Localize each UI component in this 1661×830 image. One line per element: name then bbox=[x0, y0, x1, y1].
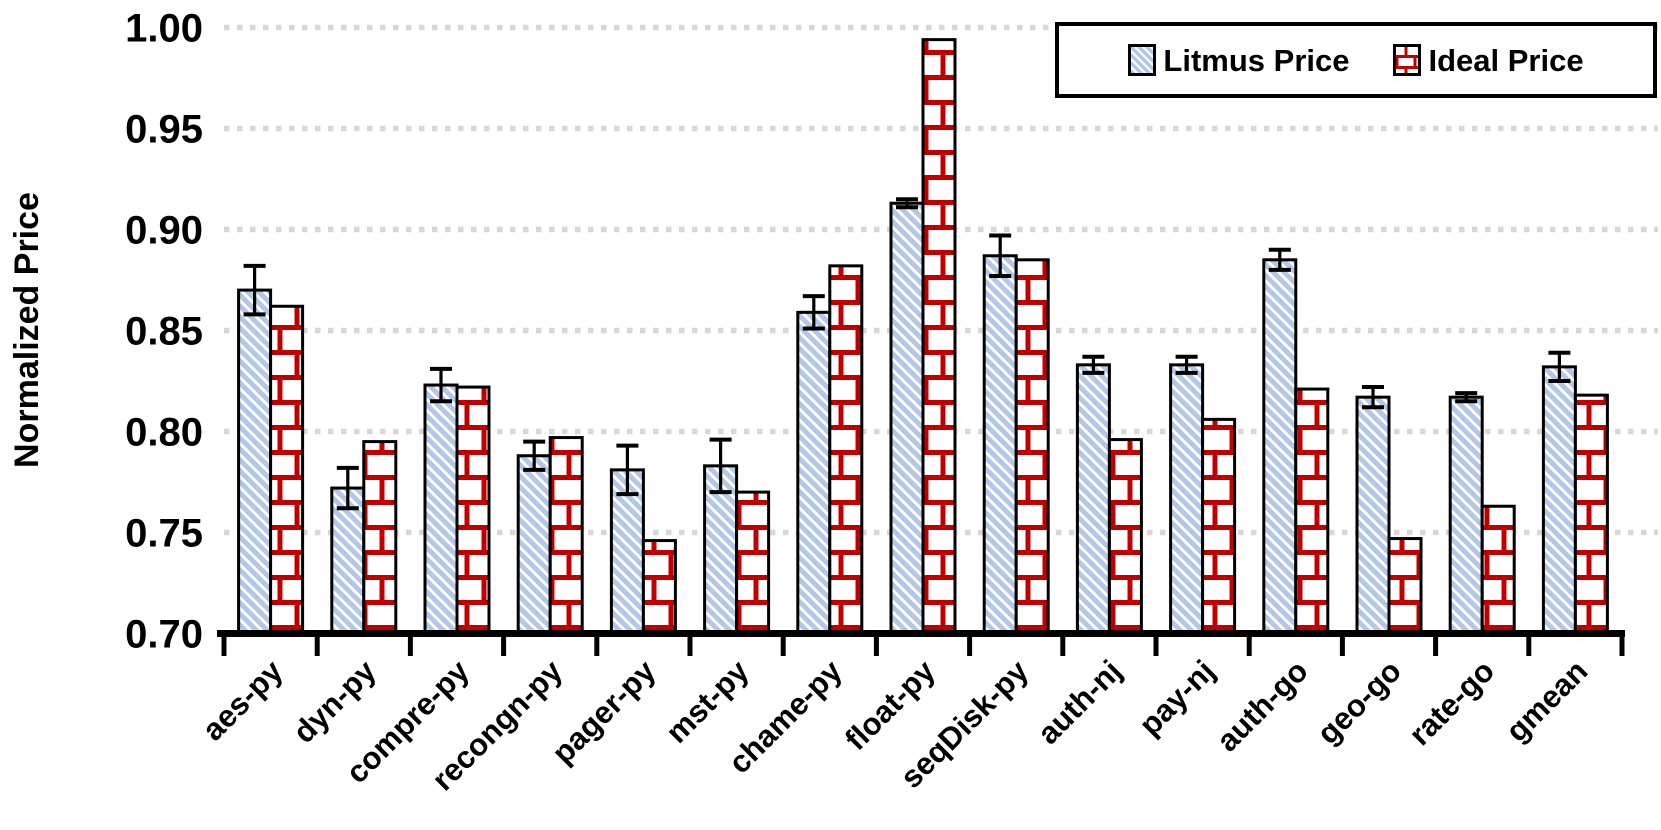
bar-litmus bbox=[237, 288, 273, 635]
legend-label-ideal: Ideal Price bbox=[1428, 42, 1584, 78]
bar-ideal bbox=[1107, 438, 1143, 635]
legend-entry-ideal: Ideal Price bbox=[1393, 42, 1584, 78]
bar-litmus bbox=[330, 486, 366, 635]
x-axis-tick bbox=[314, 637, 320, 656]
x-axis-tick bbox=[221, 637, 227, 656]
x-axis-tick bbox=[1339, 637, 1345, 656]
y-tick-labels: 0.70 0.75 0.80 0.85 0.90 0.95 1.00 bbox=[125, 7, 203, 657]
error-bars bbox=[243, 197, 1571, 511]
x-axis-tick bbox=[1433, 637, 1439, 656]
x-axis-tick bbox=[967, 637, 973, 656]
x-axis-tick bbox=[780, 637, 786, 656]
bar-litmus bbox=[1355, 395, 1391, 635]
x-tick-label: pay-nj bbox=[1132, 653, 1221, 742]
y-axis-title: Normalized Price bbox=[8, 192, 46, 468]
x-axis-tick bbox=[407, 637, 413, 656]
bar-litmus bbox=[1075, 363, 1111, 635]
bar-ideal bbox=[921, 38, 957, 636]
bar-litmus bbox=[1169, 363, 1205, 635]
y-tick-label: 0.85 bbox=[125, 310, 203, 354]
bar-ideal bbox=[641, 539, 677, 636]
bar-ideal bbox=[1573, 393, 1609, 636]
bar-ideal bbox=[455, 385, 491, 635]
x-axis-tick bbox=[1246, 637, 1252, 656]
x-axis-line bbox=[217, 630, 1625, 637]
y-tick-label: 0.75 bbox=[125, 512, 203, 556]
x-axis bbox=[217, 630, 1625, 656]
x-axis-tick bbox=[594, 637, 600, 656]
x-tick-label: geo-go bbox=[1310, 653, 1408, 751]
bar-ideal bbox=[1294, 387, 1330, 635]
bar-litmus bbox=[516, 454, 552, 635]
x-axis-tick bbox=[687, 637, 693, 656]
x-tick-label: rate-go bbox=[1402, 653, 1501, 752]
x-axis-tick bbox=[1060, 637, 1066, 656]
bar-ideal bbox=[269, 304, 305, 635]
bar-ideal bbox=[362, 440, 398, 635]
x-tick-labels: aes-pydyn-pycompre-pyrecongn-pypager-pym… bbox=[195, 653, 1594, 798]
y-tick-label: 0.95 bbox=[125, 108, 203, 152]
bar-litmus bbox=[1448, 395, 1484, 635]
y-tick-label: 0.90 bbox=[125, 209, 203, 253]
legend-entry-litmus: Litmus Price bbox=[1128, 44, 1349, 76]
x-tick-label: auth-nj bbox=[1031, 653, 1129, 751]
bar-ideal bbox=[1201, 417, 1237, 635]
bar-litmus bbox=[423, 383, 459, 636]
y-tick-label: 0.80 bbox=[125, 411, 203, 455]
x-axis-tick bbox=[1619, 637, 1625, 656]
bar-ideal bbox=[735, 490, 771, 635]
y-tick-label: 1.00 bbox=[125, 7, 203, 51]
bar-ideal bbox=[548, 436, 584, 635]
bar-litmus bbox=[1262, 258, 1298, 635]
bar-litmus bbox=[982, 254, 1018, 635]
y-tick-label: 0.70 bbox=[125, 613, 203, 657]
x-axis-tick bbox=[501, 637, 507, 656]
bars bbox=[237, 38, 1609, 636]
bar-litmus bbox=[796, 310, 832, 635]
bar-ideal bbox=[1480, 504, 1516, 635]
x-axis-tick bbox=[873, 637, 879, 656]
legend-swatch-litmus-icon bbox=[1128, 44, 1157, 76]
bar-litmus bbox=[1541, 365, 1577, 635]
legend: Litmus Price Ideal Price bbox=[1055, 22, 1657, 98]
x-tick-label: aes-py bbox=[195, 653, 290, 748]
bar-litmus bbox=[889, 201, 925, 636]
x-axis-tick bbox=[1526, 637, 1532, 656]
bar-ideal bbox=[1014, 258, 1050, 635]
x-axis-tick bbox=[1153, 637, 1159, 656]
x-tick-label: pager-py bbox=[545, 653, 663, 771]
legend-swatch-ideal-icon bbox=[1393, 44, 1422, 76]
bar-ideal bbox=[828, 264, 864, 635]
x-tick-label: auth-go bbox=[1210, 653, 1315, 758]
bar-ideal bbox=[1387, 537, 1423, 635]
legend-label-litmus: Litmus Price bbox=[1163, 42, 1350, 78]
x-tick-label: gmean bbox=[1499, 653, 1594, 748]
